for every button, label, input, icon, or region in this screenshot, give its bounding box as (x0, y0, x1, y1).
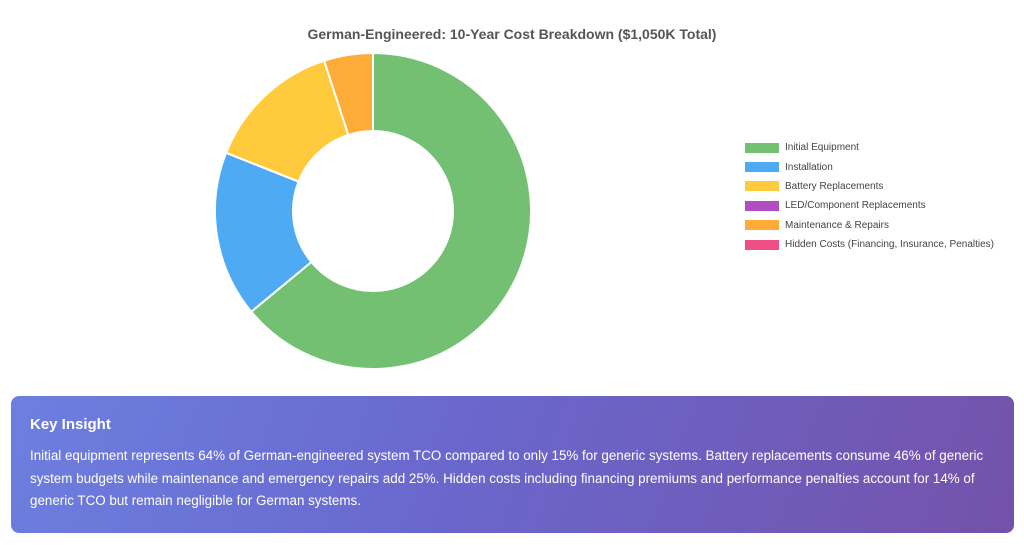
legend-label: Battery Replacements (785, 180, 884, 192)
legend-item-battery-replacements[interactable]: Battery Replacements (745, 177, 994, 196)
legend-label: Initial Equipment (785, 142, 859, 154)
legend-item-maintenance-repairs[interactable]: Maintenance & Repairs (745, 216, 994, 235)
legend-swatch (745, 239, 779, 250)
legend-swatch (745, 162, 779, 173)
legend-label: Hidden Costs (Financing, Insurance, Pena… (785, 239, 994, 251)
slice-installation[interactable] (214, 151, 313, 314)
legend-swatch (745, 200, 779, 211)
legend-swatch (745, 142, 779, 153)
legend-item-installation[interactable]: Installation (745, 157, 994, 176)
chart-legend: Initial Equipment Installation Battery Rep… (745, 138, 994, 254)
legend-item-led-component-replacements[interactable]: LED/Component Replacements (745, 196, 994, 215)
legend-item-hidden-costs-financing-insurance-penalties[interactable]: Hidden Costs (Financing, Insurance, Pena… (745, 235, 994, 254)
slice-maintenance-repairs[interactable] (322, 51, 374, 137)
legend-label: Maintenance & Repairs (785, 219, 889, 231)
chart-title: German-Engineered: 10-Year Cost Breakdow… (307, 26, 717, 42)
key-insight-text: Initial equipment represents 64% of Germ… (30, 448, 984, 508)
legend-item-initial-equipment[interactable]: Initial Equipment (745, 138, 994, 157)
legend-label: LED/Component Replacements (785, 200, 926, 212)
legend-swatch (745, 220, 779, 231)
donut-chart (214, 51, 532, 370)
slice-initial-equipment[interactable] (249, 51, 532, 370)
key-insight-title: Key Insight (30, 416, 111, 433)
key-insight-panel: Key Insight Initial equipment represents… (11, 396, 1014, 533)
legend-swatch (745, 181, 779, 192)
legend-label: Installation (785, 161, 833, 173)
